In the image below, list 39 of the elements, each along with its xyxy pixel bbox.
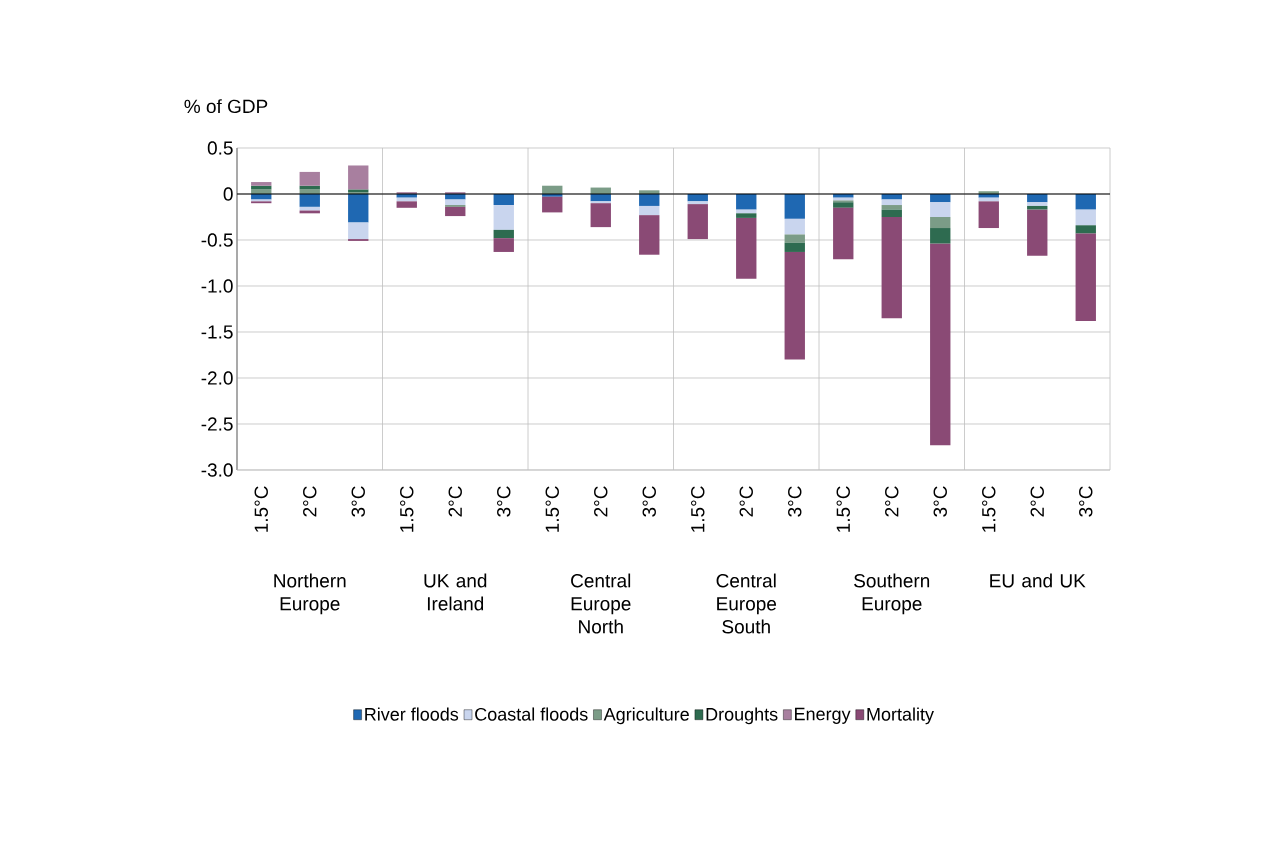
x-tick-label: 2°C: [1030, 486, 1044, 517]
legend-label: Energy: [795, 707, 851, 724]
x-tick-label: 2°C: [739, 486, 753, 517]
text: Central Europe North: [571, 573, 631, 634]
x-tick-label: 1.5°C: [691, 486, 705, 532]
x-tick-label: 1.5°C: [400, 486, 414, 532]
x-tick-label: 1.5°C: [982, 486, 996, 532]
text: UK and Ireland: [424, 573, 487, 611]
y-tick-label: 0: [223, 187, 233, 201]
legend-label: Agriculture: [603, 707, 689, 725]
x-tick-label: 1.5°C: [545, 486, 559, 532]
legend-label: River floods: [365, 707, 459, 721]
legend-label: Mortality: [867, 707, 934, 725]
x-tick-label: 3°C: [788, 486, 802, 517]
x-tick-label: 2°C: [448, 486, 462, 517]
text: Northern Europe: [274, 573, 346, 615]
legend-label: Droughts: [706, 707, 778, 725]
y-tick-label: -2.0: [201, 371, 233, 385]
y-tick-label: 0.5: [207, 141, 233, 155]
y-tick-label: -1.5: [201, 325, 233, 339]
x-tick-label: 3°C: [497, 486, 511, 517]
y-tick-label: -2.5: [201, 417, 233, 431]
legend-label: Coastal floods: [475, 707, 588, 721]
y-tick-label: -0.5: [201, 233, 233, 247]
y-axis-title: % of GDP: [184, 99, 268, 114]
x-tick-label: 2°C: [303, 486, 317, 517]
text: Southern Europe: [854, 573, 930, 615]
x-tick-label: 1.5°C: [254, 486, 268, 532]
x-tick-label: 3°C: [1079, 486, 1093, 517]
y-tick-label: -3.0: [201, 463, 233, 477]
x-tick-label: 3°C: [642, 486, 656, 517]
x-tick-label: 2°C: [885, 486, 899, 517]
x-tick-label: 3°C: [933, 486, 947, 517]
y-tick-label: -1.0: [201, 279, 233, 293]
x-tick-label: 2°C: [594, 486, 608, 517]
text: Central Europe South: [716, 573, 777, 634]
x-tick-label: 1.5°C: [836, 486, 850, 532]
text: EU and UK: [990, 573, 1086, 588]
x-tick-label: 3°C: [351, 486, 365, 517]
